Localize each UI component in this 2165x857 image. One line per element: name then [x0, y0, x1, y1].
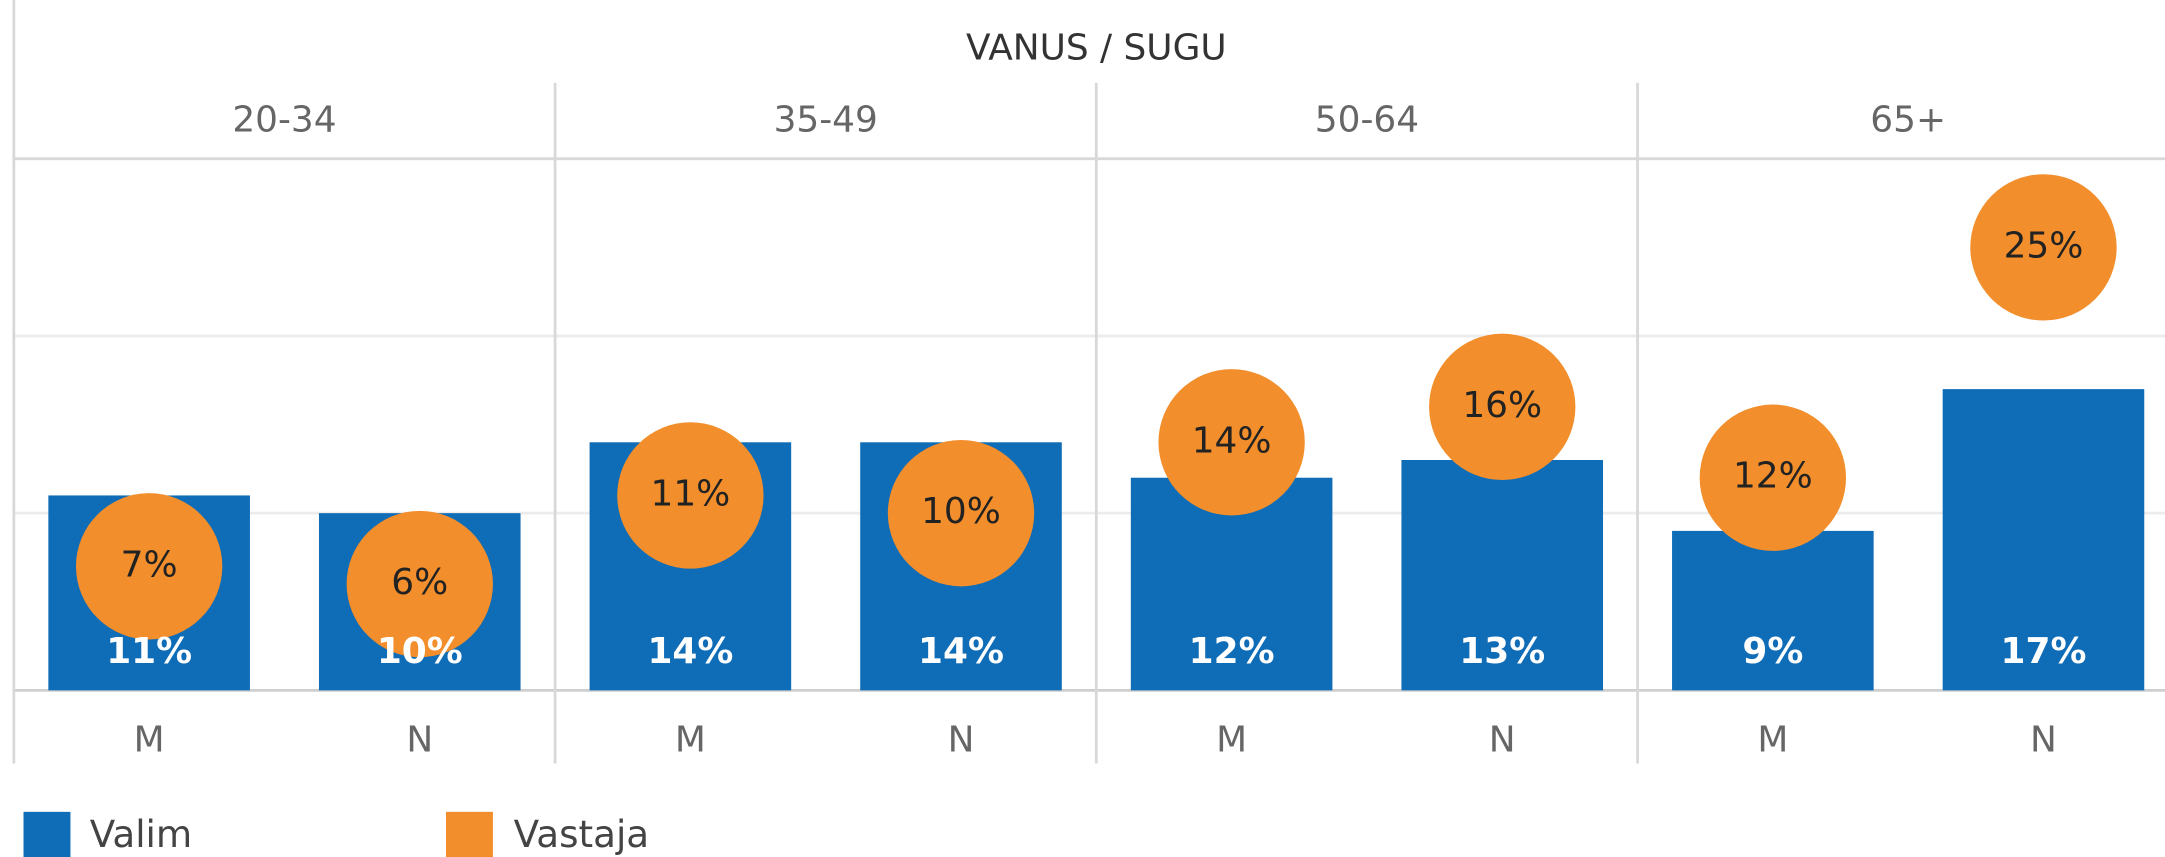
dot	[346, 510, 493, 658]
legend-swatch	[445, 811, 493, 857]
x-tick-label: N	[2030, 719, 2057, 760]
x-tick-label: M	[675, 719, 706, 760]
bar	[1672, 530, 1874, 691]
dot-label: 14%	[1192, 420, 1272, 461]
bar-label: 11%	[106, 631, 192, 672]
bar-label: 13%	[1459, 631, 1545, 672]
dot-label: 7%	[121, 544, 178, 585]
bar-label: 14%	[918, 631, 1004, 672]
bar-label: 9%	[1742, 631, 1803, 672]
bar	[1942, 389, 2145, 691]
dot	[1158, 369, 1305, 516]
x-tick-label: M	[134, 719, 165, 760]
x-tick-label: N	[948, 719, 975, 760]
dot-label: 11%	[651, 473, 731, 514]
dot	[1970, 174, 2117, 321]
x-tick-label: N	[1489, 719, 1516, 760]
dot	[887, 439, 1035, 587]
bar	[1401, 460, 1604, 691]
dot	[617, 422, 764, 569]
bar-label: 14%	[647, 631, 733, 672]
x-tick-label: M	[1216, 719, 1247, 760]
legend-swatch	[23, 811, 71, 857]
dot-label: 6%	[391, 562, 448, 603]
dot	[1699, 404, 1847, 551]
dot	[1429, 333, 1576, 481]
dot-label: 12%	[1733, 456, 1813, 497]
x-tick-label: M	[1757, 719, 1788, 760]
legend-label: Valim	[90, 812, 192, 856]
group-label: 20-34	[232, 100, 336, 141]
group-label: 35-49	[774, 100, 878, 141]
dot-label: 10%	[921, 491, 1001, 532]
legend-label: Vastaja	[514, 812, 650, 856]
dot-label: 25%	[2004, 225, 2084, 266]
chart-title: VANUS / SUGU	[966, 28, 1227, 69]
dot-label: 16%	[1462, 385, 1542, 426]
group-label: 50-64	[1315, 100, 1419, 141]
bar-label: 12%	[1189, 631, 1275, 672]
bar-label: 17%	[2001, 631, 2087, 672]
bar-label: 10%	[377, 631, 463, 672]
group-label: 65+	[1870, 100, 1946, 141]
x-tick-label: N	[406, 719, 433, 760]
dot	[75, 493, 223, 640]
